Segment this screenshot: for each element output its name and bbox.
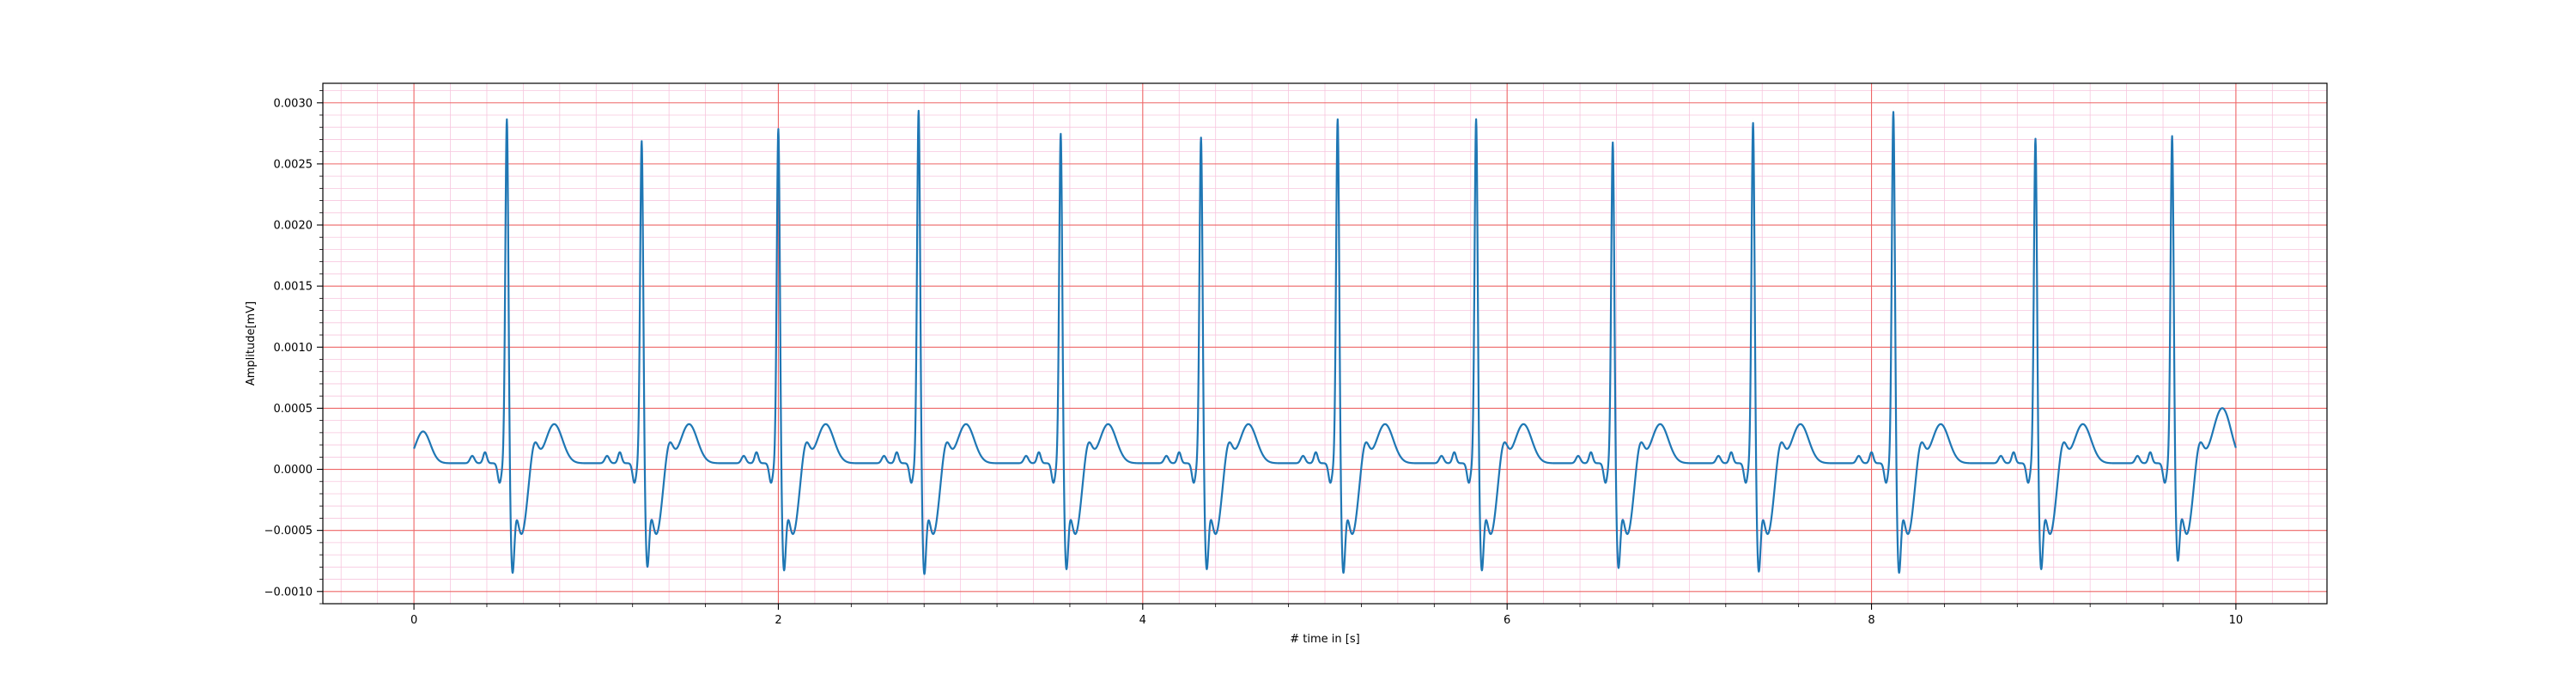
y-axis-title: Amplitude[mV] [245, 301, 258, 386]
ecg-series-line [413, 109, 2237, 575]
y-tick-label: 0.0020 [274, 220, 313, 233]
x-tick-label: 6 [1504, 614, 1510, 627]
x-tick-label: 4 [1139, 614, 1146, 627]
x-tick-label: 2 [775, 614, 781, 627]
y-axis-ticks: −0.0010 −0.0005 0.0000 0.0005 0.0010 0.0015 0.… [264, 90, 323, 605]
plot-frame [322, 82, 2328, 605]
x-tick-label: 8 [1868, 614, 1874, 627]
y-tick-label: 0.0000 [274, 464, 313, 477]
y-tick-label: 0.0005 [274, 403, 313, 416]
y-tick-label: −0.0005 [264, 525, 313, 538]
series-layer [413, 106, 2237, 575]
major-grid [323, 83, 2327, 604]
minor-grid [323, 83, 2327, 605]
x-tick-label: 0 [410, 614, 417, 627]
y-tick-label: 0.0015 [274, 281, 313, 294]
y-tick-label: 0.0030 [274, 97, 313, 110]
y-tick-label: −0.0010 [264, 586, 313, 599]
x-tick-label: 10 [2229, 614, 2244, 627]
x-axis-title: # time in [s] [1290, 633, 1359, 646]
y-tick-label: 0.0010 [274, 342, 313, 355]
y-tick-label: 0.0025 [274, 158, 313, 171]
x-axis-ticks: 0 2 4 6 8 10 [410, 604, 2243, 627]
